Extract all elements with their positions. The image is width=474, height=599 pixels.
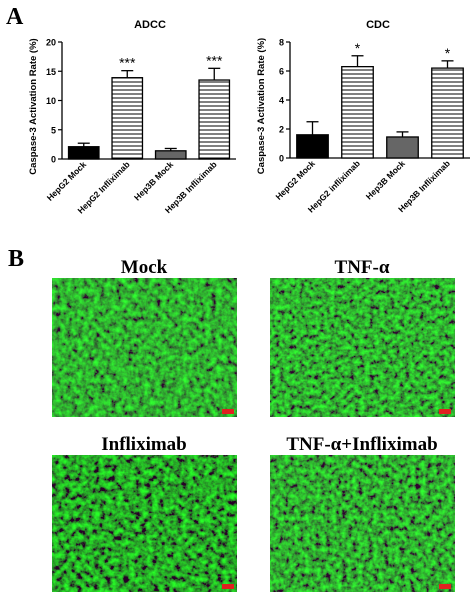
y-tick-label: 10 [46,96,56,106]
micrograph [270,455,455,592]
panel-label: A [6,4,24,30]
y-tick-label: 8 [279,38,284,48]
bar [431,67,464,159]
y-tick-label: 0 [279,154,284,164]
y-tick-label: 20 [46,38,56,48]
bar [154,150,187,160]
bar [67,146,100,160]
scale-bar [439,584,451,589]
x-tick-label: HepG2 Mock [45,159,89,203]
bar [111,77,144,160]
x-tick-label: Hep3B Mock [132,159,175,202]
x-tick-label: Hep3B Mock [364,158,407,201]
scale-bar [439,409,451,414]
x-tick-label: HepG2 Mock [273,158,317,202]
y-tick-label: 2 [279,125,284,135]
significance-label: * [355,40,361,56]
micrograph [52,455,237,592]
y-tick-label: 6 [279,67,284,77]
significance-label: * [445,45,451,61]
scale-bar [222,584,234,589]
bar [198,79,231,160]
y-axis-label: Caspase-3 Activation Rate (%) [256,38,267,174]
image-title: Infliximab [101,434,187,455]
y-tick-label: 15 [46,67,56,77]
image-title: Mock [121,257,168,278]
panel-label: B [8,246,24,272]
chart-title: ADCC [134,19,166,31]
y-tick-label: 4 [279,96,284,106]
y-axis-label: Caspase-3 Activation Rate (%) [28,38,39,174]
bar [341,66,374,159]
bar [386,136,419,159]
y-tick-label: 5 [51,125,56,135]
image-title: TNF-α [335,257,390,278]
micrograph [52,278,237,417]
scale-bar [222,409,234,414]
micrograph [270,278,455,417]
y-tick-label: 0 [51,155,56,165]
image-title: TNF-α+Infliximab [286,434,437,455]
bar [296,134,329,159]
significance-label: *** [119,55,136,71]
chart-title: CDC [366,19,390,31]
significance-label: *** [206,52,223,68]
